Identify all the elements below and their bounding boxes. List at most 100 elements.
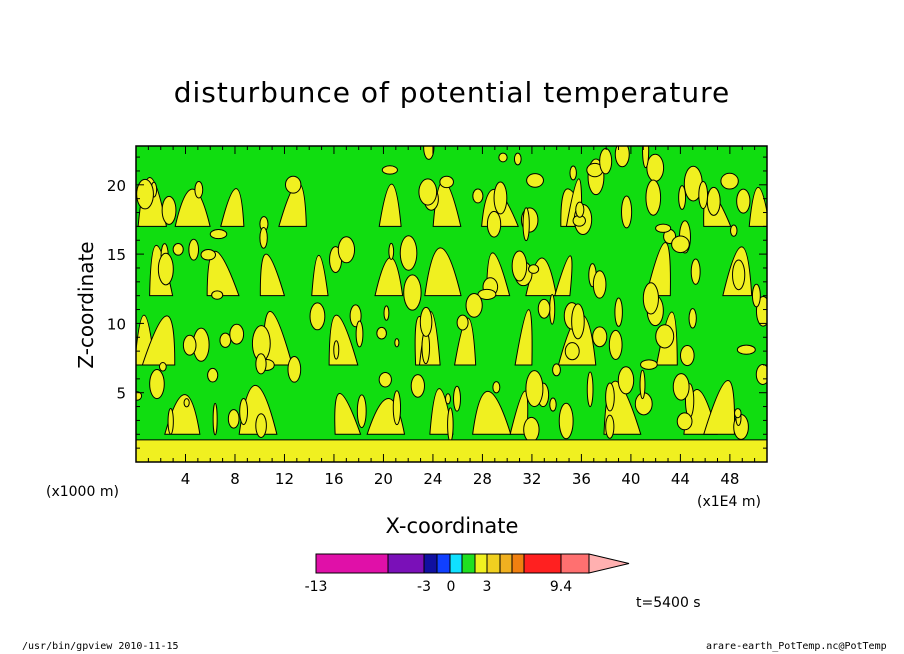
contour-blob bbox=[755, 363, 767, 385]
plot-area bbox=[136, 146, 767, 462]
contour-blob bbox=[136, 391, 143, 401]
colorbar-box bbox=[387, 553, 425, 574]
contour-blob bbox=[355, 320, 364, 348]
contour-blob bbox=[605, 382, 615, 412]
contour-blob bbox=[671, 235, 690, 254]
contour-patch bbox=[554, 255, 573, 297]
contour-blob bbox=[493, 181, 508, 215]
contour-blob bbox=[447, 407, 454, 443]
contour-blob bbox=[284, 175, 302, 194]
contour-blob bbox=[527, 264, 540, 274]
contour-blob bbox=[599, 147, 613, 175]
chart-title: disturbunce of potential temperature bbox=[173, 76, 731, 109]
x-scale-note: (x1E4 m) bbox=[697, 494, 761, 510]
colorbar-label: 9.4 bbox=[550, 579, 572, 595]
contour-blob bbox=[423, 146, 435, 160]
contour-blob bbox=[333, 340, 340, 360]
contour-blob bbox=[642, 282, 659, 315]
colorbar-box bbox=[560, 553, 590, 574]
contour-blob bbox=[549, 397, 557, 412]
colorbar-label: -3 bbox=[417, 579, 431, 595]
contour-blob bbox=[381, 165, 398, 175]
contour-blob bbox=[552, 363, 561, 377]
x-tick-label: 24 bbox=[423, 470, 442, 488]
contour-blob bbox=[227, 409, 240, 429]
contour-blob bbox=[167, 408, 174, 435]
colorbar-label: -13 bbox=[305, 579, 328, 595]
contour-blob bbox=[388, 242, 395, 260]
contour-blob bbox=[690, 258, 701, 285]
plot-frame bbox=[135, 145, 768, 463]
contour-blob bbox=[465, 292, 483, 318]
contour-blob bbox=[676, 412, 693, 431]
x-tick-label: 16 bbox=[324, 470, 343, 488]
contour-blob bbox=[655, 324, 675, 349]
contour-blob bbox=[679, 344, 695, 367]
contour-blob bbox=[472, 188, 484, 204]
contour-blob bbox=[287, 356, 302, 383]
contour-blob bbox=[571, 303, 585, 340]
contour-patch bbox=[141, 315, 176, 366]
contour-blob bbox=[678, 185, 687, 210]
y-axis-label: Z-coordinate bbox=[74, 241, 98, 369]
contour-blob bbox=[403, 274, 422, 311]
contour-blob bbox=[642, 146, 650, 169]
contour-blob bbox=[706, 186, 721, 216]
contour-blob bbox=[605, 414, 615, 439]
contour-blob bbox=[617, 366, 635, 395]
contour-blob bbox=[383, 305, 390, 321]
contour-blob bbox=[640, 359, 658, 370]
colorbar: -13 -3 0 3 9.4 bbox=[305, 553, 630, 595]
contour-blob bbox=[614, 146, 630, 168]
contour-blob bbox=[158, 361, 167, 372]
contour-blob bbox=[621, 195, 633, 229]
contour-blob bbox=[523, 416, 540, 443]
colorbar-label: 0 bbox=[447, 579, 456, 595]
contour-blob bbox=[513, 152, 522, 166]
contour-blob bbox=[734, 408, 742, 419]
contour-blob bbox=[136, 178, 154, 210]
contour-blob bbox=[418, 178, 438, 206]
contour-patch bbox=[424, 247, 462, 297]
contour-blob bbox=[309, 302, 326, 331]
contour-blob bbox=[655, 223, 672, 233]
x-tick-label: 20 bbox=[374, 470, 393, 488]
contour-patch bbox=[206, 250, 240, 297]
x-tick-label: 40 bbox=[621, 470, 640, 488]
contour-blob bbox=[394, 338, 400, 348]
x-tick-label: 12 bbox=[275, 470, 294, 488]
contour-blob bbox=[646, 153, 665, 182]
contour-patch bbox=[378, 184, 402, 227]
contour-blob bbox=[645, 179, 662, 216]
contour-blob bbox=[522, 207, 530, 242]
contour-blob bbox=[419, 306, 433, 337]
contour-patch bbox=[454, 317, 477, 366]
contour-blob bbox=[575, 201, 585, 218]
y-tick-label: 15 bbox=[107, 246, 126, 264]
contour-blob bbox=[736, 344, 756, 355]
contour-blob bbox=[492, 381, 501, 394]
colorbar-box bbox=[461, 553, 476, 574]
colorbar-box bbox=[423, 553, 438, 574]
contour-blob bbox=[453, 385, 461, 412]
x-unit-note: (x1000 m) bbox=[46, 484, 119, 500]
contour-blob bbox=[376, 326, 387, 340]
x-tick-label: 4 bbox=[181, 470, 191, 488]
program-stamp: /usr/bin/gpview 2010-11-15 bbox=[22, 641, 179, 652]
contour-blob bbox=[211, 290, 224, 300]
contour-blob bbox=[592, 270, 607, 299]
source-file: arare-earth_PotTemp.nc@PotTemp bbox=[706, 641, 887, 652]
contour-blob bbox=[698, 180, 709, 210]
contour-blob bbox=[356, 394, 367, 429]
contour-blob bbox=[639, 369, 646, 400]
contour-blob bbox=[537, 298, 551, 319]
contour-blob bbox=[209, 229, 228, 240]
contour-patch bbox=[472, 390, 512, 435]
contour-blob bbox=[219, 332, 232, 348]
contour-blob bbox=[511, 250, 528, 282]
contour-blob bbox=[592, 326, 608, 348]
contour-blob bbox=[194, 180, 204, 199]
x-tick-label: 36 bbox=[572, 470, 591, 488]
contour-patch bbox=[174, 188, 211, 227]
